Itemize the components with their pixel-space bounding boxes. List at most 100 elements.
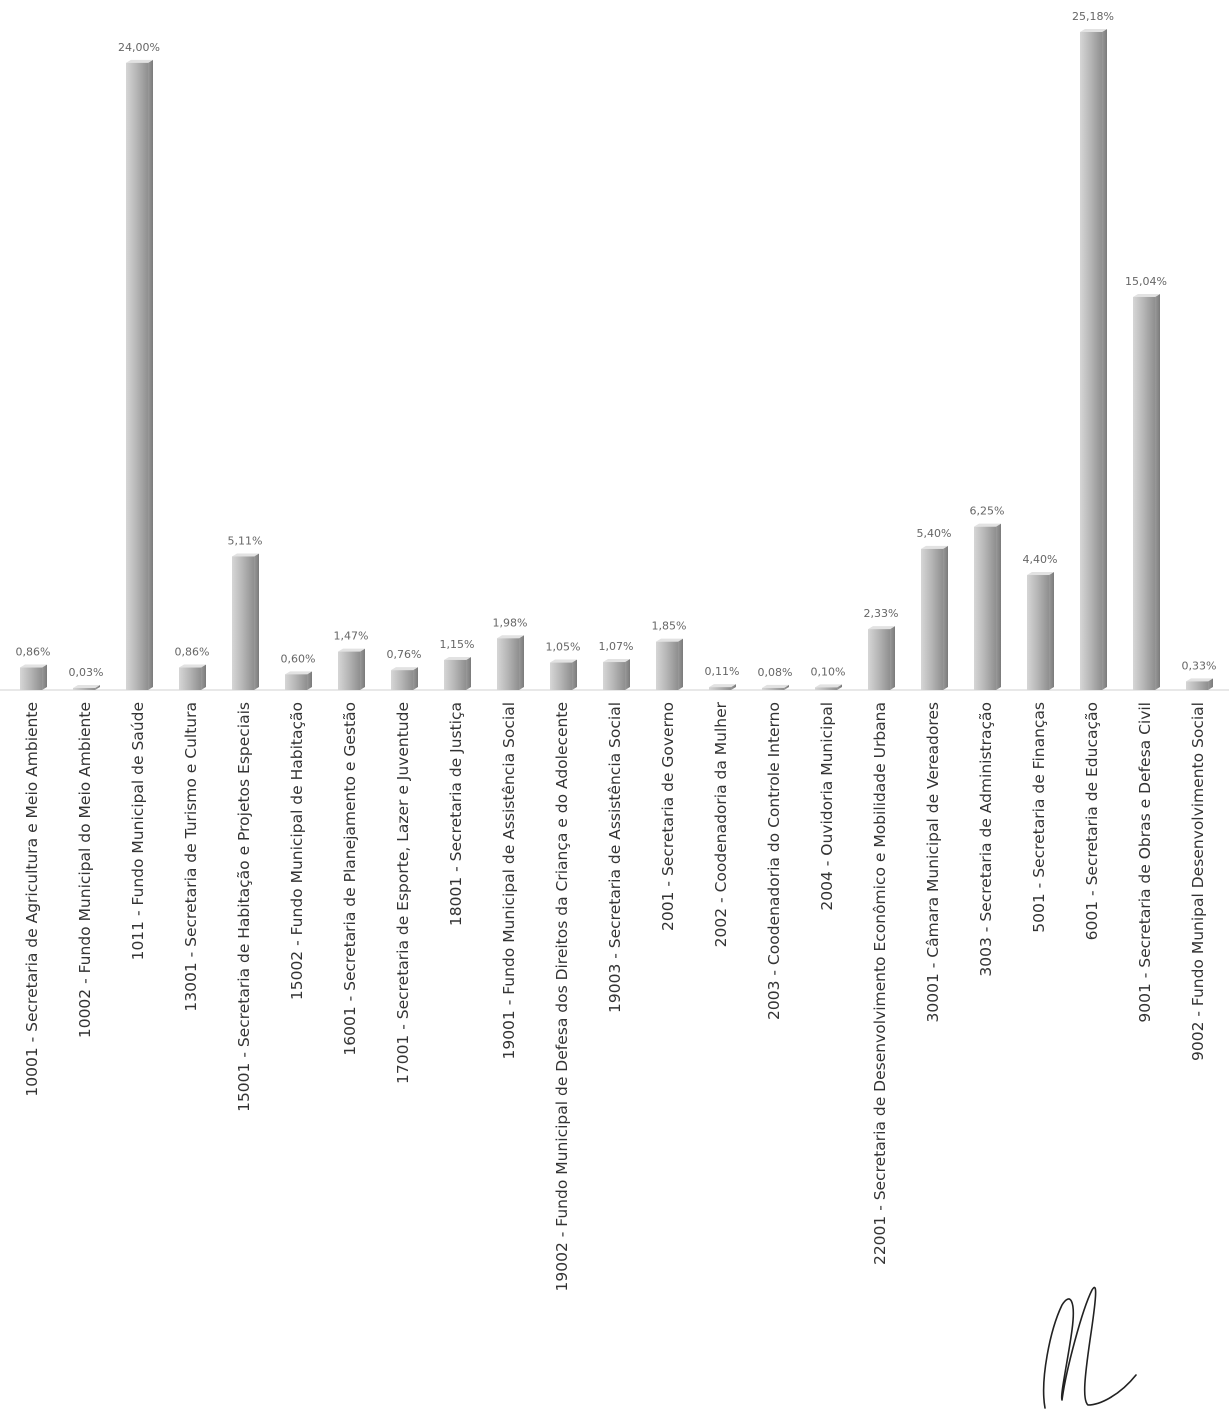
bar-top-face [20, 664, 47, 668]
bar-top-face [338, 648, 365, 652]
bar-front-face [126, 62, 148, 691]
value-label-14: 0,11% [705, 665, 740, 678]
category-label-8: 17001 - Secretaria de Esporte, Lazer e J… [394, 702, 412, 1084]
bar-side-face [1208, 678, 1213, 690]
bar-top-face [550, 659, 577, 663]
bar-side-face [519, 635, 524, 690]
category-label-14: 2002 - Coodenadoria da Mulher [712, 701, 730, 947]
bar-side-face [1049, 572, 1054, 690]
bar-front-face [338, 651, 360, 690]
category-label-21: 6001 - Secretaria de Educação [1083, 702, 1101, 940]
bar-top-face [815, 684, 842, 688]
bar-top-face [656, 638, 683, 642]
bar-top-face [709, 684, 736, 688]
bar-top-face [974, 523, 1001, 527]
bar-11 [550, 659, 577, 690]
bar-front-face [868, 629, 890, 690]
category-label-9: 18001 - Secretaria de Justiça [447, 702, 465, 926]
category-label-18: 30001 - Câmara Municipal de Vereadores [924, 702, 942, 1022]
category-label-17: 22001 - Secretaria de Desenvolvimento Ec… [871, 702, 889, 1265]
bar-side-face [307, 671, 312, 690]
bar-side-face [731, 684, 736, 690]
bar-side-face [201, 664, 206, 690]
category-label-6: 15002 - Fundo Municipal de Habitação [288, 702, 306, 1000]
category-label-3: 1011 - Fundo Municipal de Saúde [129, 702, 147, 960]
bar-front-face [709, 687, 731, 690]
bar-4 [179, 664, 206, 690]
value-label-7: 1,47% [334, 630, 369, 643]
bar-front-face [1133, 296, 1155, 690]
bar-top-face [126, 59, 153, 63]
category-label-11: 19002 - Fundo Municipal de Defesa dos Di… [553, 702, 571, 1291]
bar-front-face [285, 674, 307, 690]
bar-front-face [656, 641, 678, 690]
bar-9 [444, 656, 471, 690]
value-label-3: 24,00% [118, 41, 160, 54]
bar-top-face [1080, 29, 1107, 32]
bar-front-face [391, 670, 413, 690]
bar-14 [709, 684, 736, 690]
bar-side-face [943, 545, 948, 690]
bar-3 [126, 59, 153, 691]
category-label-10: 19001 - Fundo Municipal de Assistência S… [500, 702, 518, 1060]
bar-8 [391, 667, 418, 690]
category-label-23: 9002 - Fundo Munipal Desenvolvimento Soc… [1189, 702, 1207, 1061]
bar-front-face [232, 556, 254, 690]
category-label-12: 19003 - Secretaria de Assistência Social [606, 702, 624, 1013]
value-label-23: 0,33% [1182, 659, 1217, 672]
bar-side-face [42, 664, 47, 690]
value-label-16: 0,10% [811, 665, 846, 678]
value-label-15: 0,08% [758, 666, 793, 679]
value-label-5: 5,11% [228, 534, 263, 547]
bar-side-face [625, 659, 630, 690]
value-label-1: 0,86% [16, 646, 51, 659]
bar-front-face [762, 687, 784, 690]
category-label-5: 15001 - Secretaria de Habitação e Projet… [235, 702, 253, 1112]
bar-side-face [466, 656, 471, 690]
bar-side-face [1102, 29, 1107, 690]
bar-front-face [1186, 681, 1208, 690]
bar-17 [868, 626, 895, 690]
bar-top-face [603, 659, 630, 663]
bar-20 [1027, 572, 1054, 690]
bar-top-face [921, 545, 948, 549]
bar-15 [762, 684, 789, 690]
value-label-12: 1,07% [599, 640, 634, 653]
category-label-2: 10002 - Fundo Municipal do Meio Ambiente [76, 702, 94, 1038]
bar-top-face [232, 553, 259, 557]
value-labels-layer: 0,86% 0,03% 24,00% 0,86% 5,11% 0,60% 1,47% 0,76… [16, 10, 1217, 679]
category-label-19: 3003 - Secretaria de Administração [977, 702, 995, 977]
bar-side-face [837, 684, 842, 690]
bar-side-face [1155, 293, 1160, 690]
value-label-22: 15,04% [1125, 275, 1167, 288]
bar-top-face [73, 685, 100, 688]
bar-12 [603, 659, 630, 690]
category-label-7: 16001 - Secretaria de Planejamento e Ges… [341, 702, 359, 1056]
bar-top-face [1133, 293, 1160, 297]
category-label-22: 9001 - Secretaria de Obras e Defesa Civi… [1136, 702, 1154, 1023]
category-label-4: 13001 - Secretaria de Turismo e Cultura [182, 702, 200, 1012]
bars-layer [20, 29, 1213, 691]
bar-7 [338, 648, 365, 690]
handwritten-signature [1042, 1286, 1137, 1409]
bar-side-face [996, 523, 1001, 690]
bar-top-face [444, 656, 471, 660]
bar-side-face [254, 553, 259, 690]
bar-side-face [678, 638, 683, 690]
category-label-1: 10001 - Secretaria de Agricultura e Meio… [23, 702, 41, 1097]
bar-16 [815, 684, 842, 690]
bar-top-face [868, 626, 895, 630]
bar-side-face [413, 667, 418, 690]
category-label-15: 2003 - Coodenadoria do Controle Interno [765, 702, 783, 1020]
bar-front-face [815, 687, 837, 690]
bar-side-face [360, 648, 365, 690]
bar-front-face [1080, 32, 1102, 690]
value-label-20: 4,40% [1023, 553, 1058, 566]
bar-side-face [890, 626, 895, 690]
category-label-16: 2004 - Ouvidoria Municipal [818, 702, 836, 911]
bar-front-face [497, 638, 519, 690]
bar-front-face [974, 526, 996, 690]
bar-front-face [179, 667, 201, 690]
